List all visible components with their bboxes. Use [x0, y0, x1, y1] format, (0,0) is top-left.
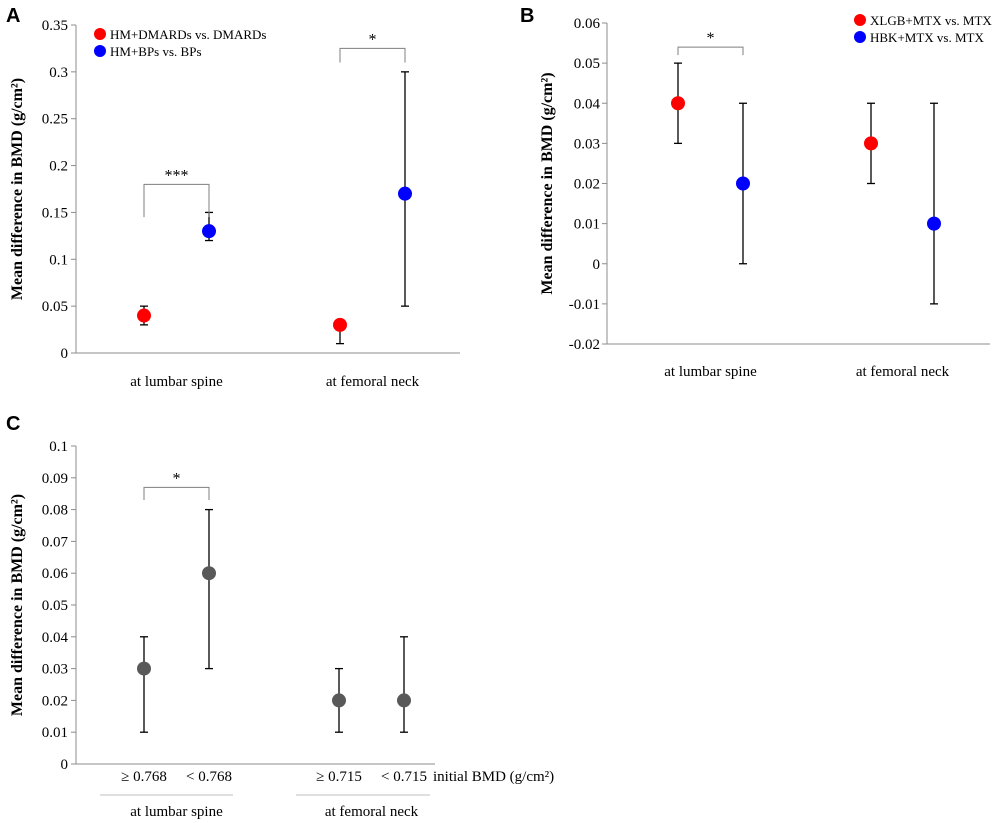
- x-subcategory-label: < 0.715: [381, 769, 427, 785]
- y-tick-label: 0.01: [574, 217, 600, 233]
- significance-bracket: [677, 46, 744, 56]
- legend-marker: [94, 45, 106, 57]
- significance-bracket: [143, 486, 210, 501]
- legend-marker: [854, 31, 866, 43]
- y-tick-label: 0.1: [49, 252, 68, 268]
- significance-label: *: [173, 470, 181, 487]
- x-subcategory-label: ≥ 0.715: [316, 769, 362, 785]
- y-tick-label: -0.02: [569, 337, 600, 353]
- x-category-label: at lumbar spine: [664, 364, 757, 380]
- data-point: [398, 186, 412, 201]
- legend-label: HBK+MTX vs. MTX: [870, 30, 984, 45]
- y-tick-label: 0.02: [42, 693, 68, 709]
- x-subcategory-label: < 0.768: [186, 769, 232, 785]
- y-tick-label: 0.2: [49, 159, 68, 175]
- significance-label: ***: [165, 167, 189, 184]
- data-point: [333, 317, 347, 332]
- y-tick-label: 0.3: [49, 65, 68, 81]
- y-tick-label: 0.07: [42, 534, 69, 550]
- significance-bracket: [143, 183, 210, 218]
- data-point: [332, 693, 346, 708]
- panel-letter: C: [6, 413, 20, 435]
- data-point: [202, 224, 216, 239]
- y-tick-label: 0: [61, 757, 69, 773]
- y-tick-label: 0.15: [42, 205, 68, 221]
- y-tick-label: 0.06: [574, 16, 601, 32]
- y-tick-label: 0.25: [42, 112, 68, 128]
- data-point: [137, 661, 151, 676]
- y-tick-label: 0: [61, 346, 69, 362]
- y-tick-label: 0.06: [42, 566, 69, 582]
- y-tick-label: 0: [593, 257, 601, 273]
- y-tick-label: 0.05: [574, 56, 600, 72]
- data-point: [671, 96, 685, 111]
- y-tick-label: 0.02: [574, 177, 600, 193]
- y-tick-label: -0.01: [569, 297, 600, 313]
- x-category-label: at femoral neck: [325, 804, 419, 820]
- significance-bracket: [339, 47, 406, 63]
- y-axis-title: Mean difference in BMD (g/cm²): [9, 494, 26, 716]
- y-axis-title: Mean difference in BMD (g/cm²): [539, 72, 556, 294]
- y-tick-label: 0.09: [42, 471, 68, 487]
- y-axis-title: Mean difference in BMD (g/cm²): [9, 78, 26, 300]
- x-category-label: at lumbar spine: [130, 804, 223, 820]
- significance-label: *: [707, 30, 715, 47]
- x-subcategory-axis-label: initial BMD (g/cm²): [433, 769, 554, 785]
- y-tick-label: 0.04: [574, 96, 601, 112]
- y-tick-label: 0.05: [42, 299, 68, 315]
- data-point: [202, 566, 216, 581]
- y-tick-label: 0.08: [42, 503, 68, 519]
- chart-panel-a: A 0 0.05 0.1 0.15 0.2 0.25 0.3 0.35 Mean differen…: [6, 5, 460, 390]
- data-point: [736, 176, 750, 191]
- data-point: [397, 693, 411, 708]
- y-tick-label: 0.05: [42, 598, 68, 614]
- x-category-label: at lumbar spine: [130, 374, 223, 390]
- legend-label: XLGB+MTX vs. MTX: [870, 13, 992, 28]
- panel-letter: B: [520, 5, 534, 27]
- legend-marker: [854, 14, 866, 26]
- significance-label: *: [369, 31, 377, 48]
- chart-panel-c: C 0 0.01 0.02 0.03 0.04 0.05 0.06 0.07 0.08 0.09 0.…: [6, 413, 554, 820]
- legend-label: HM+BPs vs. BPs: [110, 44, 202, 59]
- x-category-label: at femoral neck: [856, 364, 950, 380]
- legend-label: HM+DMARDs vs. DMARDs: [110, 27, 267, 42]
- y-tick-label: 0.03: [42, 662, 68, 678]
- y-tick-label: 0.01: [42, 725, 68, 741]
- chart-panel-b: B -0.02 -0.01 0 0.01 0.02 0.03 0.04 0.05 0.06 Mean…: [520, 5, 992, 380]
- x-subcategory-label: ≥ 0.768: [121, 769, 167, 785]
- y-tick-label: 0.03: [574, 136, 600, 152]
- data-point: [137, 308, 151, 323]
- y-tick-label: 0.35: [42, 18, 68, 34]
- x-category-label: at femoral neck: [326, 374, 420, 390]
- data-point: [864, 136, 878, 151]
- data-point: [927, 216, 941, 231]
- y-tick-label: 0.1: [49, 439, 68, 455]
- panel-letter: A: [6, 5, 20, 27]
- y-tick-label: 0.04: [42, 630, 69, 646]
- legend-marker: [94, 28, 106, 40]
